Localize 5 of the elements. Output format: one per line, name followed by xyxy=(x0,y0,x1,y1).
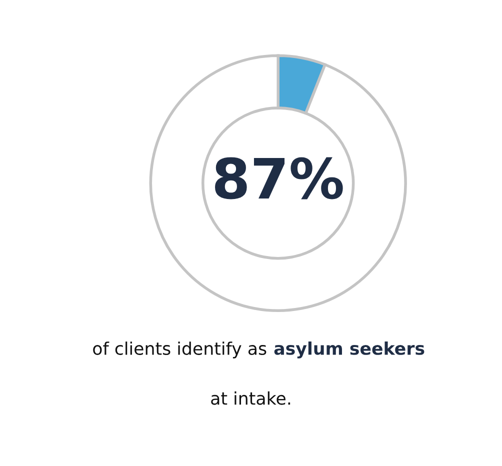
text: asylum seekers xyxy=(274,341,424,358)
text: of clients identify as xyxy=(93,342,266,358)
donut-slice xyxy=(149,54,407,312)
text: at intake. xyxy=(211,391,290,405)
text: 87% xyxy=(215,157,343,200)
